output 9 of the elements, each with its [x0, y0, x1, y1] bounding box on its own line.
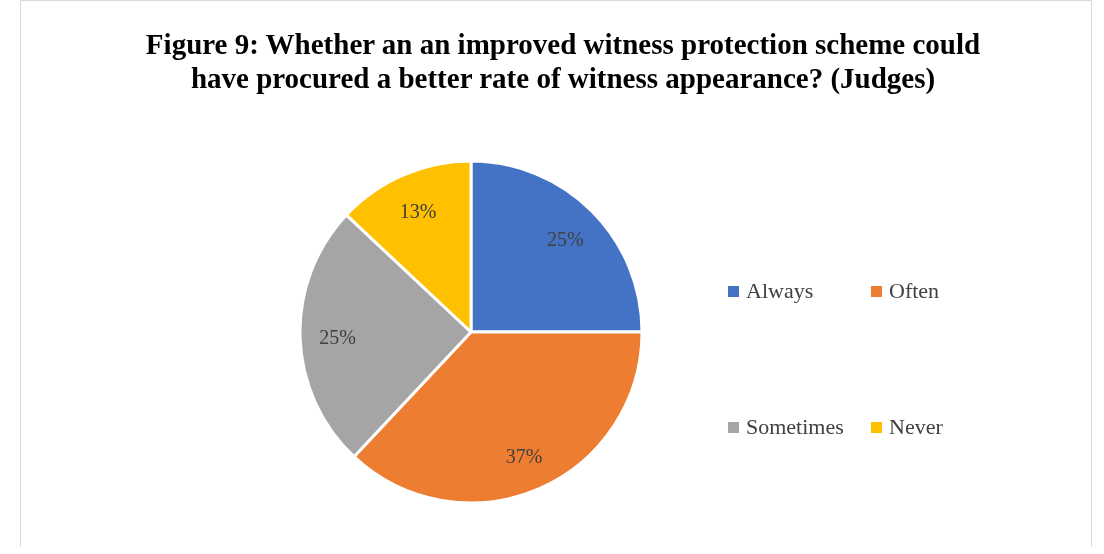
chart-title: Figure 9: Whether an an improved witness protection scheme could have procured a better rate of witness appearance? (Judges)	[144, 27, 982, 95]
legend-label: Often	[889, 278, 940, 304]
data-label: 13%	[399, 199, 437, 222]
legend-label: Always	[746, 278, 814, 304]
data-label: 25%	[319, 326, 357, 349]
legend-label: Sometimes	[746, 414, 844, 440]
data-label: 25%	[546, 227, 584, 250]
data-label: 37%	[505, 444, 543, 467]
legend-label: Never	[889, 414, 943, 440]
